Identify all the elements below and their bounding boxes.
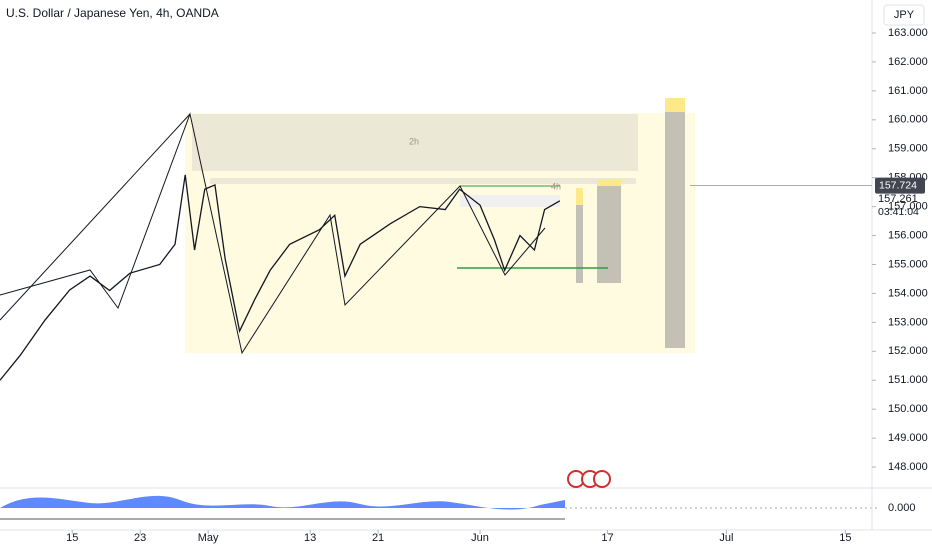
- y-tick-label: 161.000: [888, 85, 928, 97]
- y-tick-label: 149.000: [888, 432, 928, 444]
- y-tick-label: 160.000: [888, 114, 928, 126]
- y-tick-label: 163.000: [888, 27, 928, 39]
- x-tick-label: Jul: [719, 532, 733, 544]
- x-tick-label: 17: [601, 532, 613, 544]
- zone-label: 4h: [551, 181, 561, 191]
- currency: JPY: [894, 9, 915, 21]
- zigzag: [0, 112, 546, 355]
- y-tick-label: 159.000: [888, 143, 928, 155]
- x-tick-label: 15: [839, 532, 851, 544]
- y-tick-label: 151.000: [888, 374, 928, 386]
- event-icon[interactable]: [593, 470, 611, 488]
- y-tick-label: 155.000: [888, 258, 928, 270]
- projection-bar: [665, 98, 685, 112]
- oscillator-tick: 0.000: [888, 502, 916, 514]
- projection-bar: [576, 188, 583, 205]
- y-tick-label: 162.000: [888, 56, 928, 68]
- price-line: [0, 174, 561, 381]
- x-tick-label: 21: [372, 532, 384, 544]
- x-tick-label: May: [198, 532, 219, 544]
- chart-title: U.S. Dollar / Japanese Yen, 4h, OANDA: [6, 6, 219, 20]
- supply-zone: [192, 114, 638, 171]
- projection-bar: [597, 186, 621, 283]
- x-tick-label: Jun: [471, 532, 489, 544]
- last-price-tag: [875, 177, 925, 194]
- projection-bar: [665, 112, 685, 348]
- x-tick-label: 15: [66, 532, 78, 544]
- zone-label: 2h: [409, 136, 419, 146]
- projection-bar: [576, 205, 583, 283]
- y-tick-label: 148.000: [888, 461, 928, 473]
- zone: [460, 195, 560, 207]
- y-tick-label: 152.000: [888, 345, 928, 357]
- oscillator: [0, 495, 565, 510]
- projection-bar: [597, 180, 621, 186]
- y-tick-label: 154.000: [888, 287, 928, 299]
- y-tick-label: 150.000: [888, 403, 928, 415]
- countdown: 03:41:04: [878, 206, 919, 218]
- y-tick-label: 153.000: [888, 316, 928, 328]
- y-tick-label: 157.000: [888, 201, 928, 213]
- current-price-label: 157.261: [878, 193, 918, 205]
- x-tick-label: 13: [304, 532, 316, 544]
- x-tick-label: 23: [134, 532, 146, 544]
- last-price-label: 157.724: [879, 179, 917, 191]
- zigzag: [0, 113, 191, 321]
- currency-box[interactable]: [883, 4, 925, 26]
- y-tick-label: 156.000: [888, 229, 928, 241]
- supply-zone: [210, 178, 636, 184]
